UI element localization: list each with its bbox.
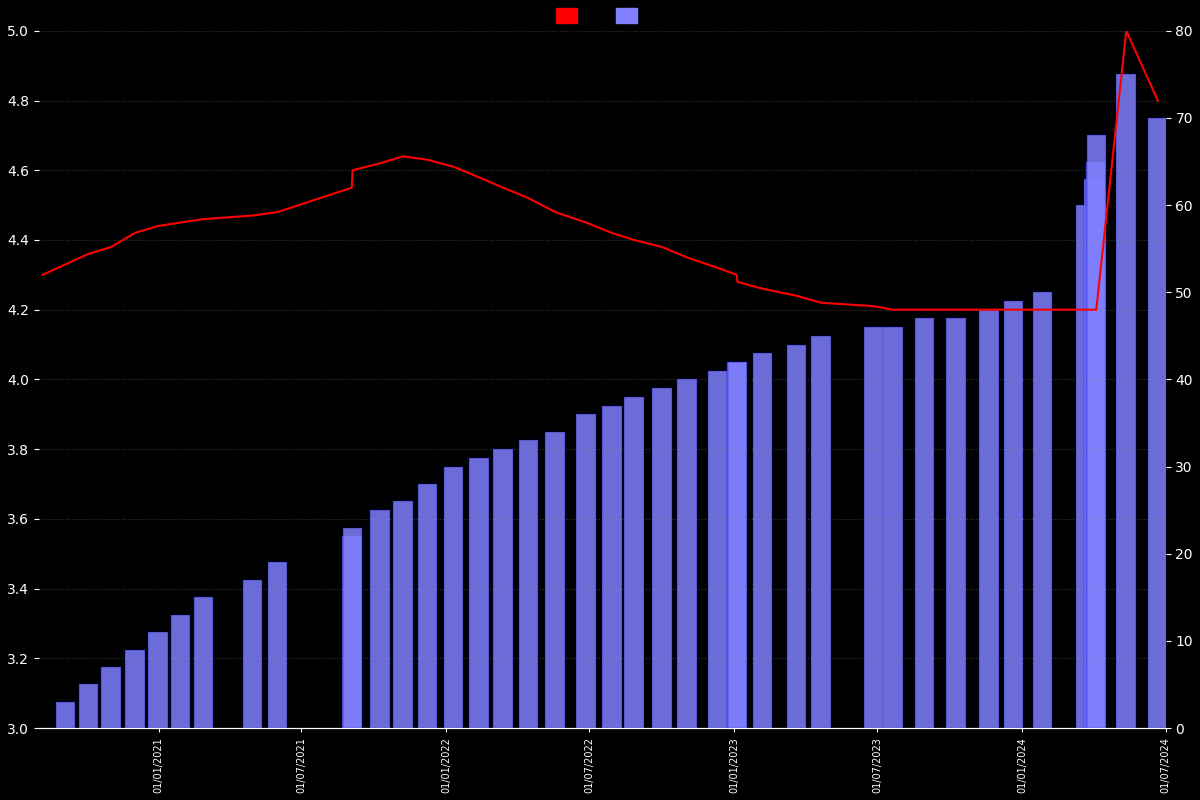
Bar (148, 632, 168, 728)
Bar (342, 536, 361, 728)
Bar (1033, 292, 1052, 728)
Bar (546, 432, 565, 728)
Bar (1084, 179, 1104, 728)
Bar (787, 345, 806, 728)
Bar (193, 598, 214, 728)
Bar (576, 414, 596, 728)
Bar (677, 379, 697, 728)
Legend: , : , (551, 3, 654, 29)
Bar (1003, 301, 1024, 728)
Bar (518, 441, 539, 728)
Bar (1086, 135, 1106, 728)
Bar (1148, 118, 1168, 728)
Bar (752, 354, 773, 728)
Bar (418, 484, 437, 728)
Bar (125, 650, 145, 728)
Bar (946, 318, 966, 728)
Bar (78, 685, 98, 728)
Bar (469, 458, 488, 728)
Bar (242, 580, 262, 728)
Bar (652, 388, 672, 728)
Bar (708, 370, 727, 728)
Bar (811, 336, 830, 728)
Bar (727, 362, 748, 728)
Bar (864, 327, 883, 728)
Bar (444, 466, 463, 728)
Bar (493, 449, 512, 728)
Bar (883, 327, 902, 728)
Bar (979, 310, 998, 728)
Bar (727, 362, 746, 728)
Bar (55, 702, 76, 728)
Bar (1086, 162, 1105, 728)
Bar (268, 562, 288, 728)
Bar (914, 318, 934, 728)
Bar (102, 667, 121, 728)
Bar (371, 510, 390, 728)
Bar (1116, 74, 1136, 728)
Bar (624, 397, 644, 728)
Bar (170, 614, 191, 728)
Bar (394, 502, 413, 728)
Bar (343, 527, 362, 728)
Bar (602, 406, 622, 728)
Bar (1076, 205, 1096, 728)
